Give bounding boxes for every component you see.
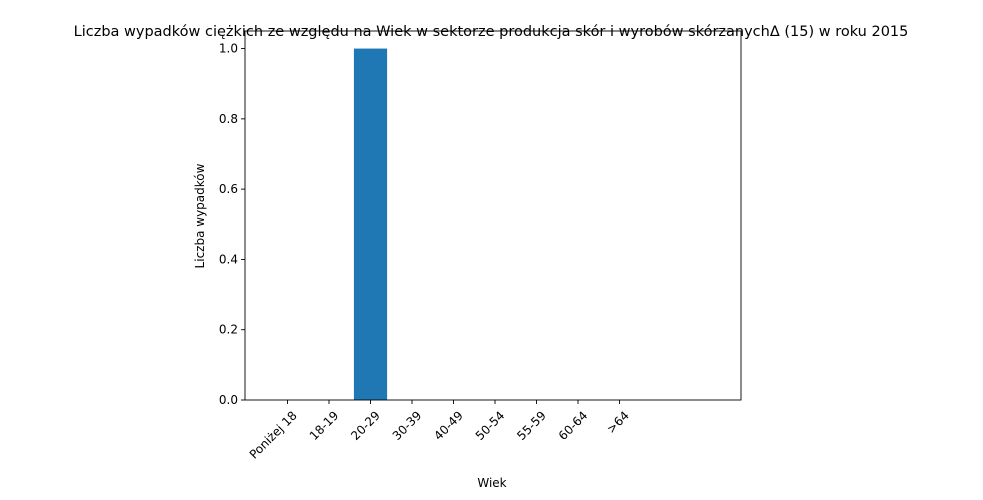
x-tick-label-7: 60-64 <box>556 408 591 443</box>
y-tick-label-0: 0.0 <box>219 393 238 407</box>
y-tick-label-5: 1.0 <box>219 42 238 56</box>
x-tick-label-1: 18-19 <box>307 408 342 443</box>
x-tick-label-8: >64 <box>604 408 632 436</box>
y-tick-label-3: 0.6 <box>219 182 238 196</box>
bar-2 <box>353 48 388 400</box>
x-tick-label-5: 50-54 <box>473 408 508 443</box>
axes-frame <box>244 30 742 401</box>
x-axis-label: Wiek <box>477 476 506 490</box>
chart-title: Liczba wypadków ciężkich ze względu na W… <box>74 24 909 40</box>
x-tick-label-0: Poniżej 18 <box>247 408 300 461</box>
y-tick-label-4: 0.8 <box>219 112 238 126</box>
x-tick-label-4: 40-49 <box>431 408 466 443</box>
x-tick-label-3: 30-39 <box>390 408 425 443</box>
y-axis-label: Liczba wypadków <box>193 163 207 268</box>
x-tick-label-2: 20-29 <box>348 408 383 443</box>
x-tick-label-6: 55-59 <box>514 408 549 443</box>
plot-area: 0.0 0.2 0.4 0.6 0.8 1.0 Poniżej 18 18-19 20-29 30… <box>219 30 742 462</box>
y-tick-label-2: 0.4 <box>219 252 238 266</box>
y-tick-label-1: 0.2 <box>219 323 238 337</box>
